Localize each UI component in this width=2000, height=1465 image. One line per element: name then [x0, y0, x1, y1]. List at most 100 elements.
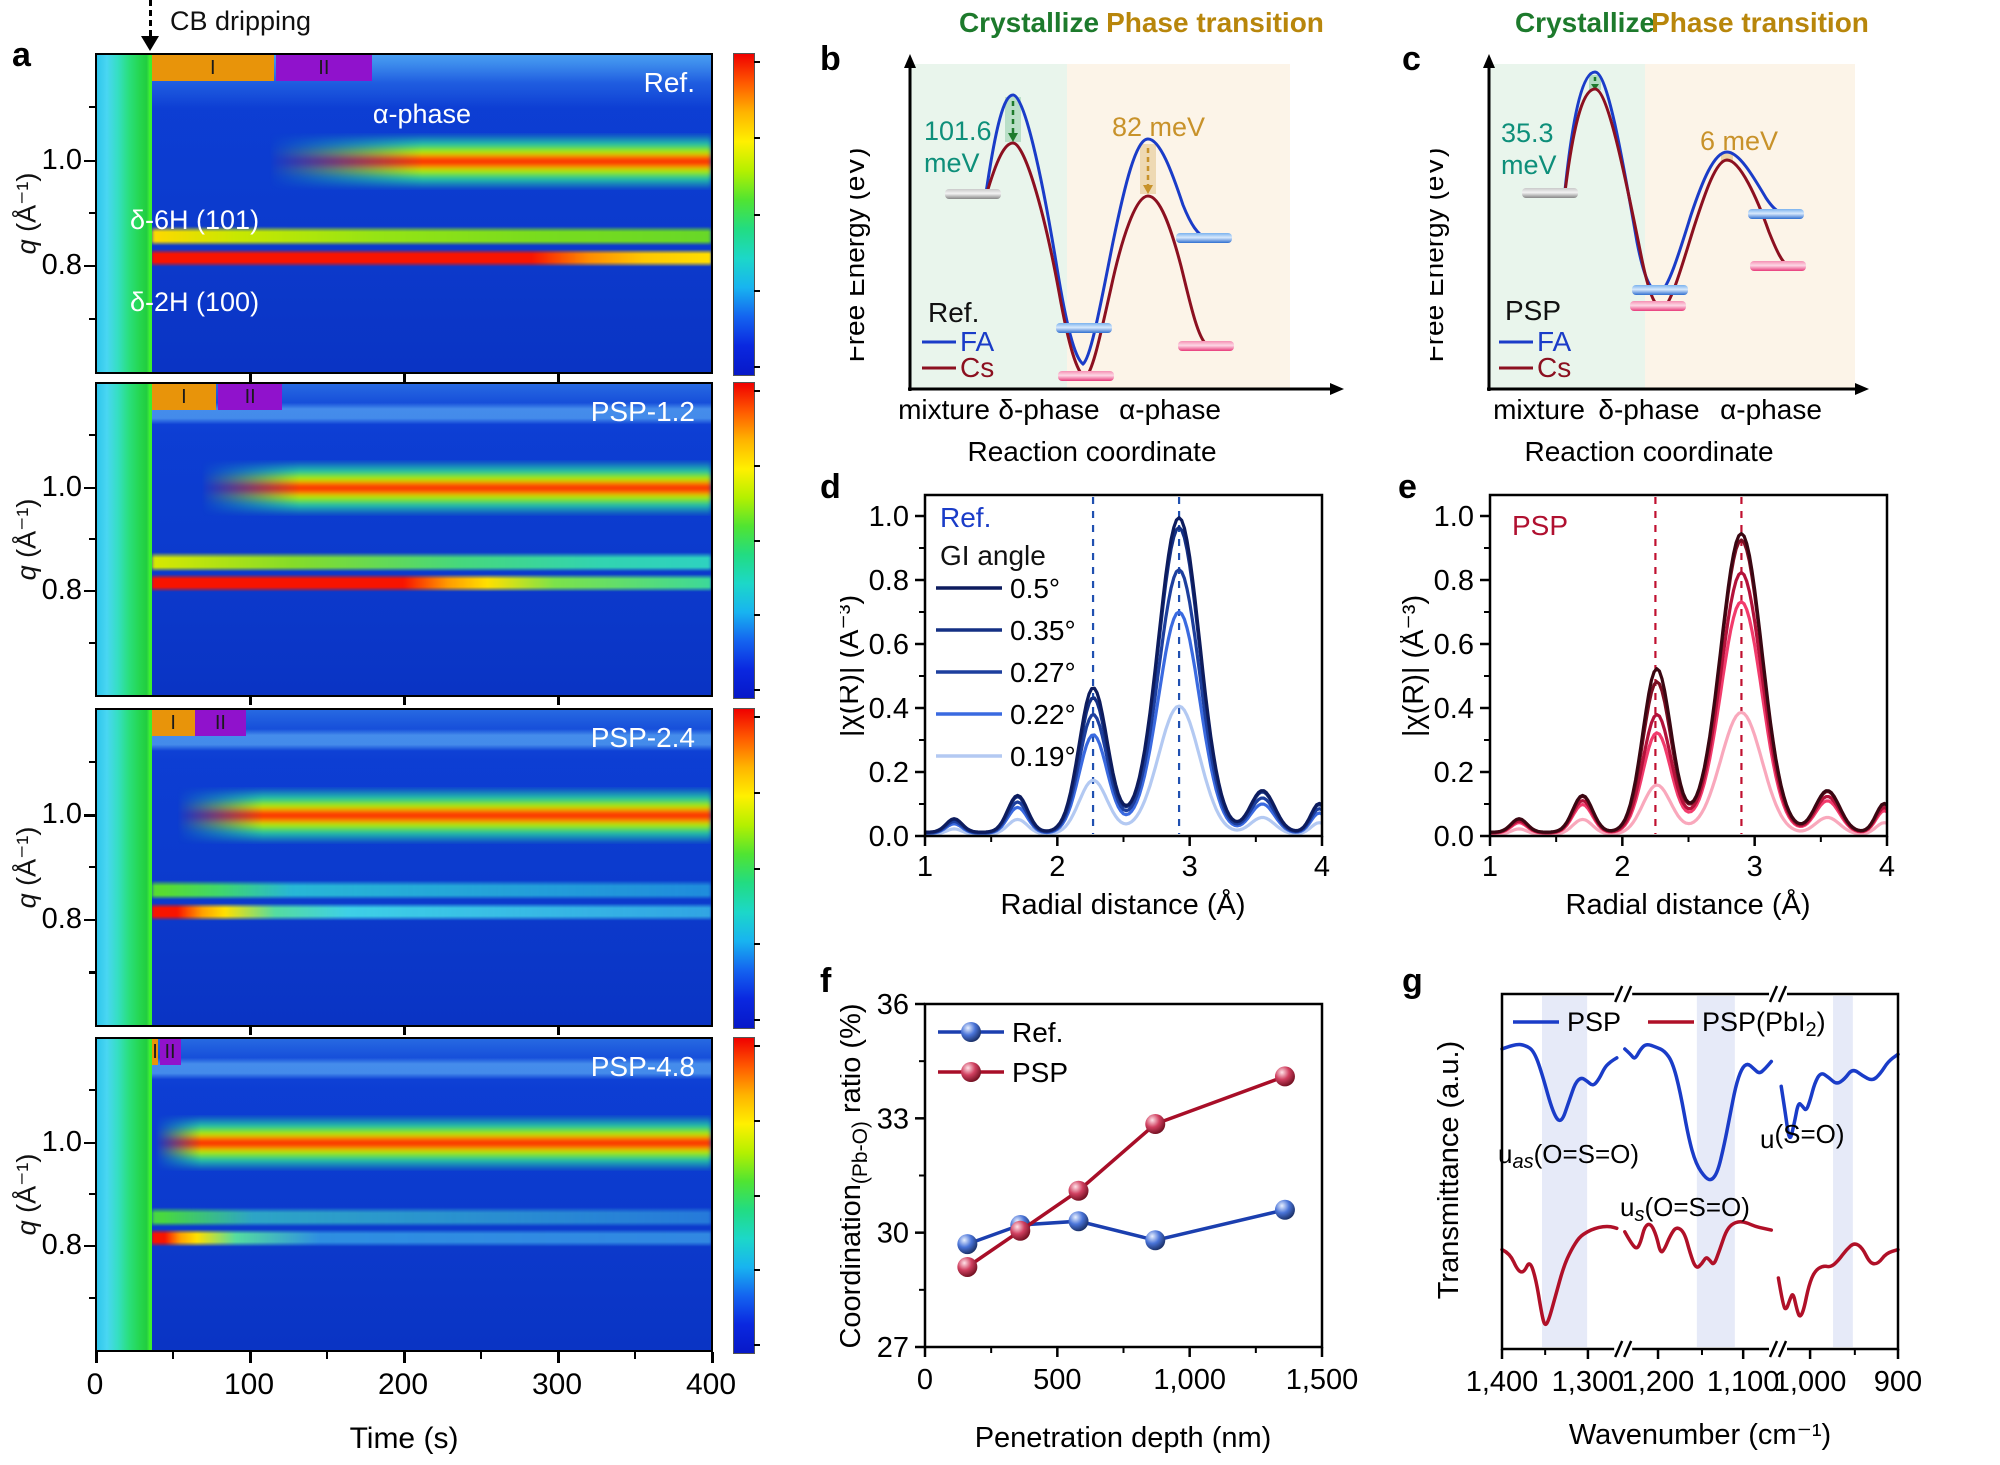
free-energy-diagram-psp: Crystallize Phase transition 35.3 meV 6 … [1430, 7, 1869, 467]
x-tick-label: 1,300 [1552, 1366, 1625, 1398]
y-tick-label: 0.0 [1434, 821, 1474, 853]
y-tick-label: 0.4 [1434, 693, 1474, 725]
heatmap-panel-label: PSP-4.8 [590, 1051, 695, 1082]
reference-dashed-lines [1654, 497, 1743, 834]
barrier1-arrowhead-icon [1008, 133, 1018, 142]
crystallize-region-bg [1489, 64, 1645, 389]
heatmap-panel-label: Ref. [643, 67, 695, 98]
colorbar-tick [754, 137, 760, 140]
x-tick-label: 0 [917, 1364, 933, 1396]
legend-cs-label: Cs [1537, 352, 1571, 383]
spectrum-curve-PSP [1623, 1043, 1774, 1182]
data-point-Ref. [1068, 1211, 1089, 1232]
data-point-PSP [1068, 1180, 1089, 1201]
x-tick-label: 1,000 [1774, 1366, 1847, 1398]
x-axis-title: Reaction coordinate [1524, 436, 1773, 467]
cs-curve [984, 141, 1208, 380]
barrier2-value: 6 meV [1700, 126, 1778, 156]
delta-2h-band [151, 1229, 711, 1248]
axis-break-slash [1768, 985, 1779, 1003]
x-tick-label: 3 [1182, 851, 1198, 883]
legend-label: PSP(PbI2) [1702, 1007, 1826, 1041]
reference-dashed-lines [1091, 497, 1181, 834]
delta-cs-platform [1630, 301, 1686, 311]
free-energy-diagram-ref: Crystallize Phase transition 101.6 meV 8… [850, 7, 1344, 467]
pre-dripping-strip [97, 710, 152, 1025]
x-axis-title: Radial distance (Å) [1566, 888, 1811, 921]
x-tick-label: 1 [1482, 851, 1498, 883]
y-tick-label: 0.8 [41, 1228, 82, 1261]
plot-box [923, 1002, 1324, 1349]
y-tick [84, 1244, 95, 1248]
exafs-curve [926, 610, 1321, 835]
data-series [957, 1066, 1295, 1277]
y-tick-label: 1.0 [41, 798, 82, 831]
stage-I-band: I [151, 384, 217, 410]
colorbar-tick [754, 1119, 760, 1122]
colorbar [733, 708, 755, 1029]
heatmap-panel-label: PSP-2.4 [590, 722, 695, 753]
highlight-band [1541, 996, 1588, 1347]
y-tick-label: 1.0 [41, 143, 82, 176]
axis-break-slash [1768, 1340, 1779, 1358]
y-tick [84, 918, 95, 922]
panel-f-letter: f [820, 962, 832, 1000]
barrier1-value-line2: meV [1501, 150, 1557, 180]
colorbar-tick [754, 289, 760, 292]
x-tick-minor [557, 697, 560, 705]
stage-I-band: I [151, 1039, 159, 1065]
barrier1-value-line2: meV [924, 148, 980, 178]
heatmap-PSP-2.4: I II PSP-2.4 [95, 708, 713, 1027]
x-tick-label: 2 [1049, 851, 1065, 883]
x-axis-title: Wavenumber (cm⁻¹) [1569, 1419, 1831, 1451]
x-tick-label: 3 [1747, 851, 1763, 883]
x-tick-minor [172, 1352, 174, 1359]
spectra-curves [1500, 1042, 1900, 1327]
y-tick-label: 0.2 [1434, 757, 1474, 789]
alpha-phase-band [155, 1115, 711, 1172]
axis-break-slash [1614, 1340, 1624, 1358]
q-axis-title: q (Å⁻¹) [11, 826, 42, 908]
heatmap-base [97, 1039, 711, 1350]
x-tick-minor [403, 697, 406, 705]
y-tick-label: 0.6 [869, 629, 909, 661]
delta-6h-band [151, 1206, 711, 1227]
colorbar [733, 382, 755, 699]
pre-dripping-strip [97, 55, 152, 372]
annotation-us: us(O=S=O) [1620, 1192, 1750, 1226]
colorbar-tick [754, 1045, 760, 1047]
colorbar-tick [754, 689, 760, 691]
y-tick-label: 0.8 [869, 565, 909, 597]
exafs-curves [926, 516, 1321, 835]
y-tick-label: 27 [877, 1332, 909, 1364]
y-axis-title: Free Energy (eV) [850, 148, 870, 363]
heatmap-PSP-1.2: I II PSP-1.2 [95, 382, 713, 697]
heatmap-panel-label: PSP-1.2 [590, 396, 695, 427]
panel-a-letter: a [12, 36, 31, 74]
plot-title: PSP [1512, 510, 1568, 541]
phase-transition-header: Phase transition [1106, 7, 1324, 38]
x-tick-label: 900 [1874, 1366, 1922, 1398]
colorbar-tick [754, 539, 760, 542]
phase-transition-region-bg [1067, 64, 1290, 389]
highlight-band [1833, 996, 1853, 1347]
colorbar-tick [754, 1019, 760, 1021]
y-tick-label: 0.8 [41, 573, 82, 606]
x-tick [95, 1352, 98, 1363]
y-tick [89, 105, 95, 109]
x-tick-label: 1 [917, 851, 933, 883]
legend-label: PSP [1012, 1057, 1068, 1088]
mixture-platform [1522, 188, 1578, 198]
y-tick-label: 36 [877, 989, 909, 1021]
axis-break-slash [1623, 985, 1633, 1003]
exafs-curve [926, 525, 1321, 834]
y-tick [84, 486, 95, 490]
legend-fa-label: FA [1537, 326, 1572, 357]
panel-d-letter: d [820, 468, 841, 506]
heatmap-Ref.: I II Ref. α-phase δ-6H (101) δ-2H (100) [95, 53, 713, 374]
colorbar-tick [754, 464, 760, 467]
exafs-curve [1491, 570, 1886, 835]
heatmap-base [97, 55, 711, 372]
